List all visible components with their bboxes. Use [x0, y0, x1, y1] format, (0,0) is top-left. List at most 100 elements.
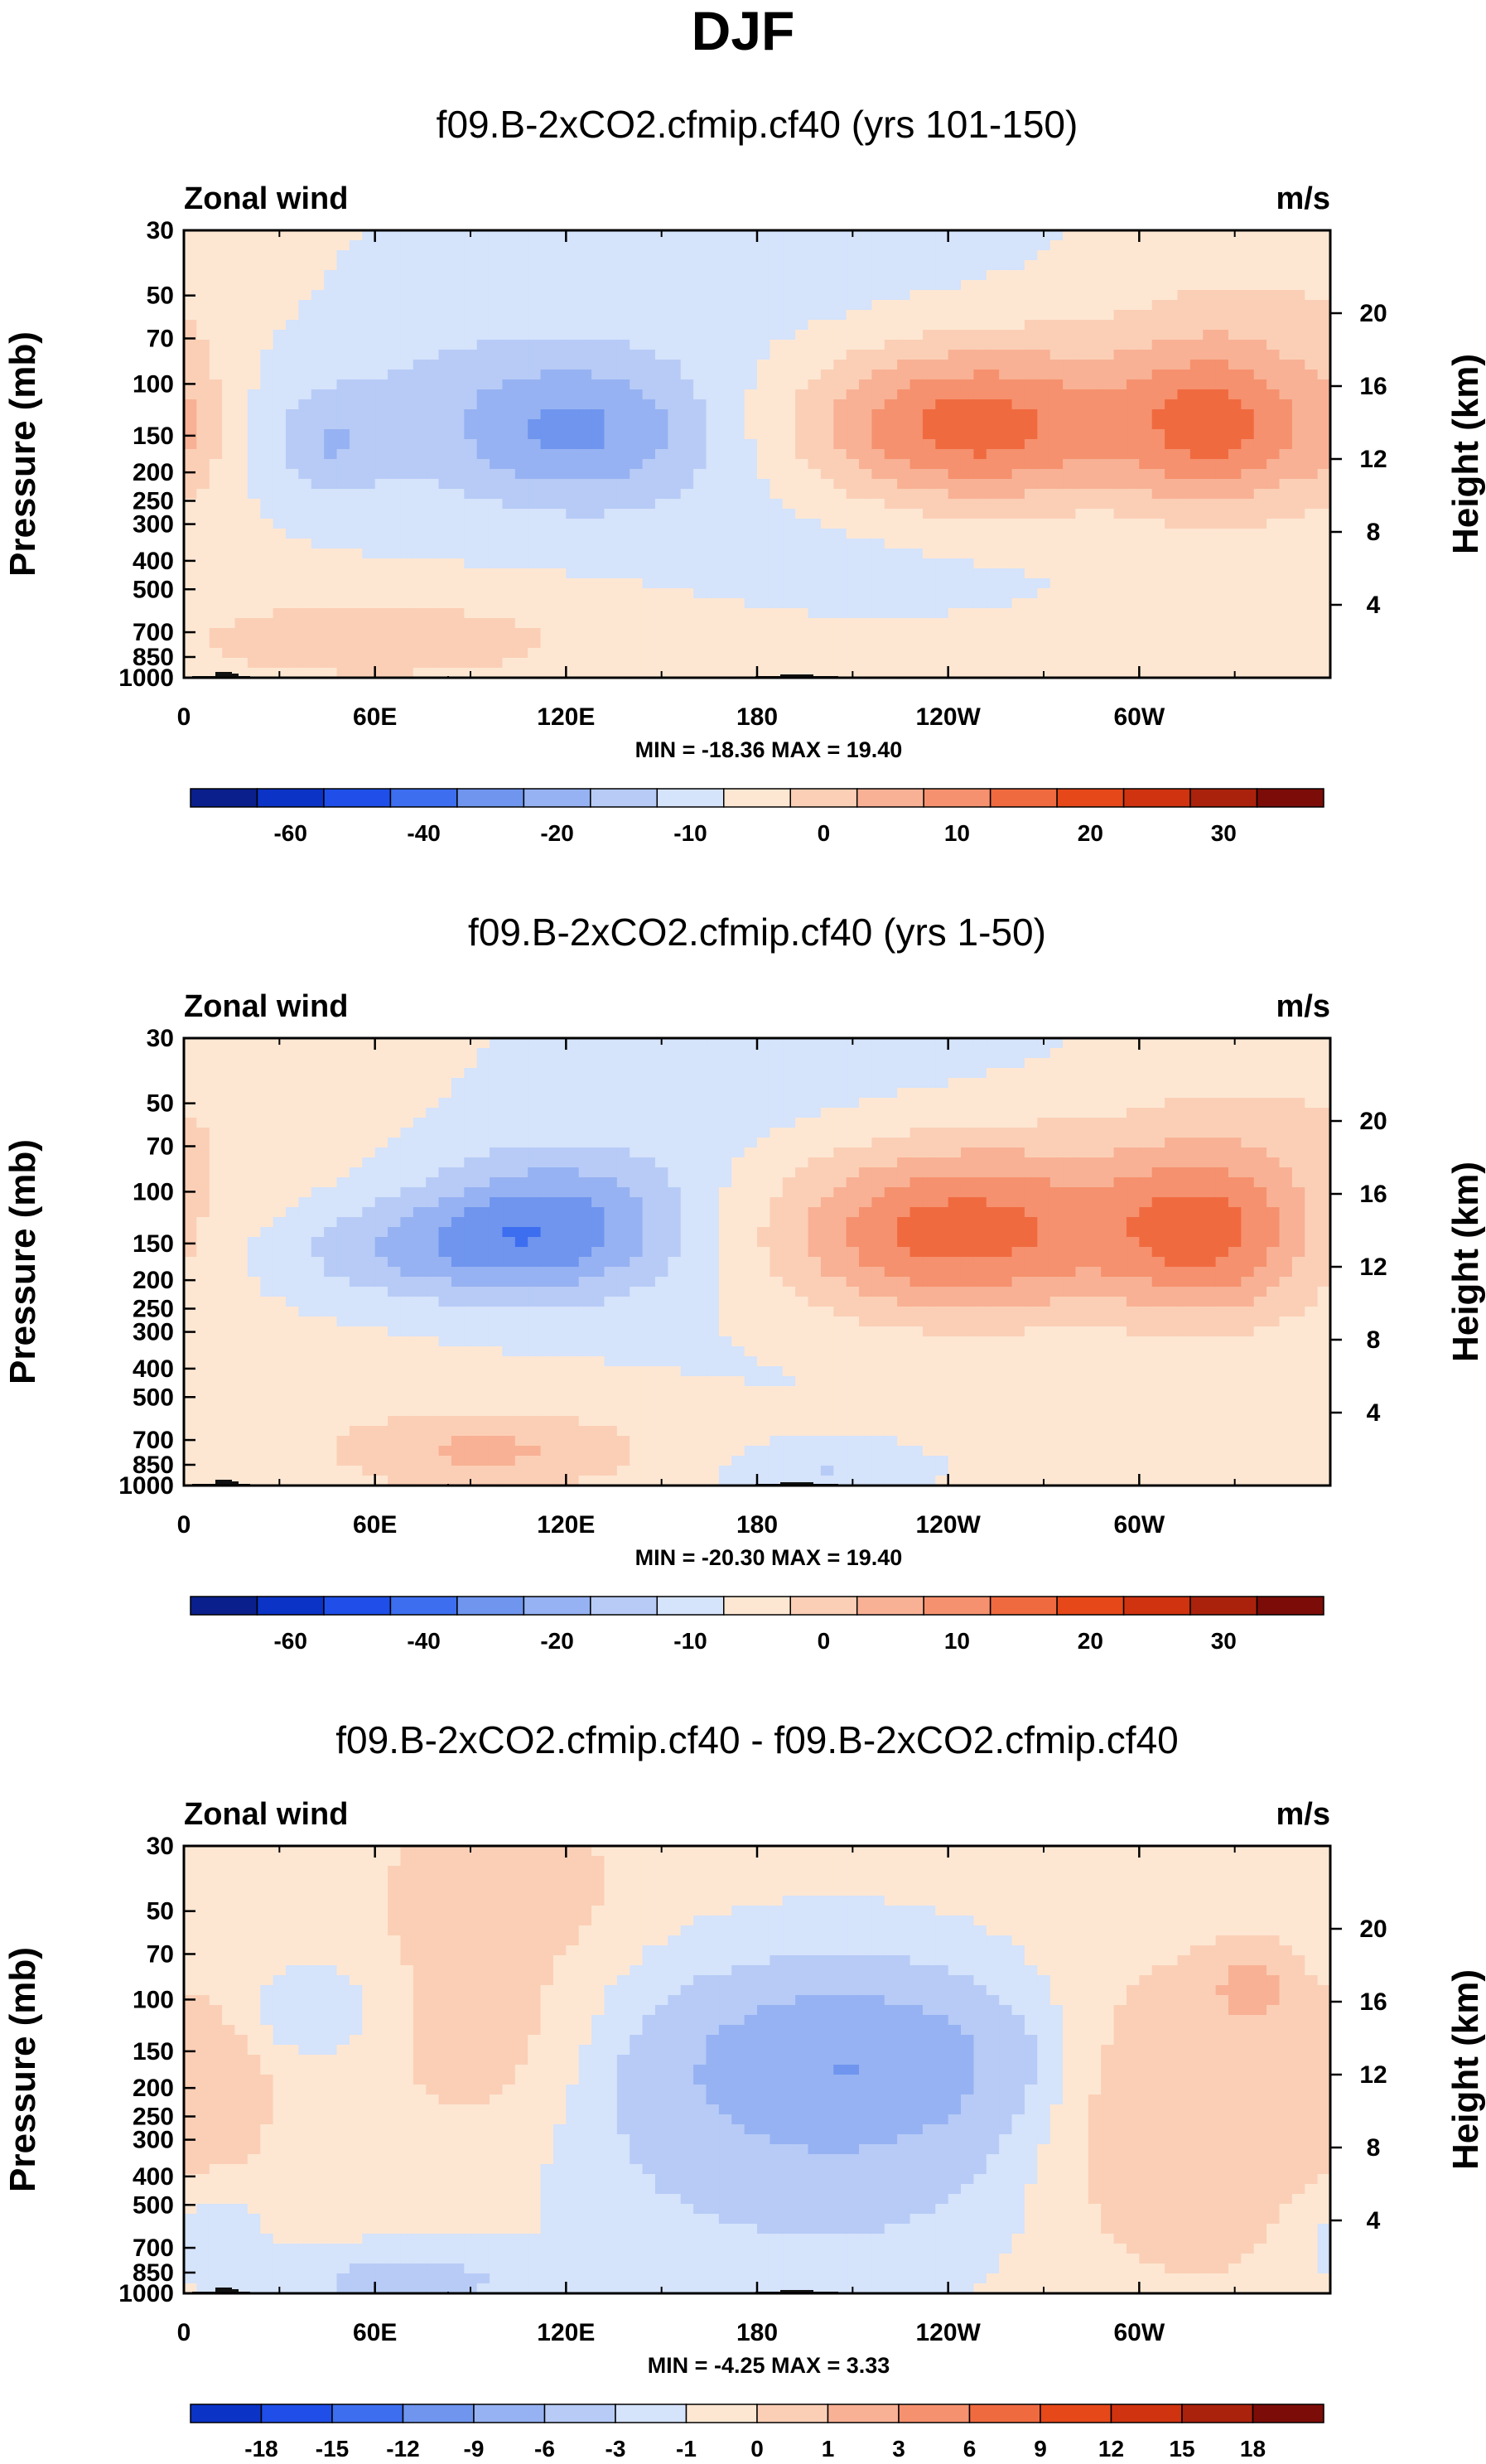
- field-cell: [1291, 340, 1305, 350]
- field-cell: [642, 479, 656, 490]
- field-cell: [1228, 499, 1242, 510]
- field-cell: [782, 399, 796, 410]
- field-cell: [273, 370, 287, 380]
- field-cell: [1011, 360, 1025, 370]
- field-cell: [706, 548, 720, 559]
- field-cell: [451, 608, 465, 619]
- field-cell: [1279, 399, 1293, 410]
- field-cell: [808, 360, 822, 370]
- field-cell: [1253, 598, 1267, 609]
- field-cell: [578, 260, 592, 271]
- field-cell: [1317, 459, 1330, 470]
- field-cell: [566, 240, 580, 251]
- field-cell: [846, 638, 860, 649]
- field-cell: [884, 399, 898, 410]
- field-cell: [744, 1088, 758, 1099]
- field-cell: [247, 588, 261, 599]
- field-cell: [744, 1108, 758, 1118]
- field-cell: [1113, 340, 1127, 350]
- field-cell: [1291, 618, 1305, 629]
- field-cell: [196, 598, 210, 609]
- field-cell: [961, 449, 975, 460]
- field-cell: [1049, 1038, 1064, 1049]
- field-cell: [311, 330, 325, 341]
- field-cell: [476, 489, 490, 500]
- field-cell: [1203, 330, 1217, 341]
- field-cell: [909, 330, 924, 341]
- field-cell: [552, 1038, 567, 1049]
- field-cell: [782, 439, 796, 450]
- colorbar-label: -20: [540, 820, 573, 846]
- field-cell: [1241, 280, 1255, 291]
- field-cell: [1113, 529, 1127, 539]
- field-cell: [298, 1108, 312, 1118]
- field-cell: [234, 340, 248, 350]
- field-cell: [1215, 509, 1229, 519]
- field-cell: [222, 439, 236, 450]
- field-cell: [1189, 240, 1204, 251]
- field-cell: [374, 230, 388, 241]
- field-cell: [1024, 439, 1038, 450]
- field-cell: [234, 330, 248, 341]
- field-cell: [1215, 300, 1229, 311]
- field-cell: [1253, 1068, 1267, 1079]
- field-cell: [1189, 429, 1204, 440]
- field-cell: [1088, 250, 1102, 261]
- field-cell: [222, 578, 236, 589]
- field-cell: [1037, 1098, 1051, 1109]
- field-cell: [935, 1068, 949, 1079]
- field-cell: [426, 300, 440, 311]
- field-cell: [311, 320, 325, 331]
- field-cell: [552, 360, 567, 370]
- field-cell: [1228, 280, 1242, 291]
- field-cell: [757, 1048, 770, 1059]
- field-cell: [490, 529, 504, 539]
- field-cell: [184, 360, 197, 370]
- field-cell: [1024, 449, 1038, 460]
- field-cell: [654, 618, 668, 629]
- field-cell: [578, 1068, 592, 1079]
- field-cell: [744, 350, 758, 360]
- field-cell: [413, 1048, 427, 1059]
- field-cell: [1075, 1068, 1089, 1079]
- field-cell: [820, 578, 834, 589]
- field-cell: [1291, 230, 1305, 241]
- field-cell: [693, 638, 707, 649]
- field-cell: [222, 399, 236, 410]
- field-cell: [1203, 1088, 1217, 1099]
- field-cell: [247, 1118, 261, 1128]
- field-cell: [1253, 1118, 1267, 1128]
- field-cell: [1317, 379, 1330, 390]
- field-cell: [1088, 370, 1102, 380]
- field-cell: [961, 1118, 975, 1128]
- field-cell: [247, 618, 261, 629]
- field-cell: [349, 668, 363, 678]
- field-cell: [1113, 598, 1127, 609]
- field-cell: [1088, 499, 1102, 510]
- field-cell: [961, 320, 975, 331]
- field-cell: [1317, 539, 1330, 549]
- field-cell: [1228, 1048, 1242, 1059]
- field-cell: [859, 1078, 872, 1089]
- field-cell: [540, 479, 554, 490]
- field-cell: [1189, 409, 1204, 420]
- field-cell: [884, 529, 898, 539]
- x-tick-label: 180: [736, 703, 778, 731]
- field-cell: [502, 260, 516, 271]
- field-cell: [362, 509, 376, 519]
- field-cell: [973, 638, 987, 649]
- contour-field: [184, 230, 1330, 678]
- field-cell: [362, 568, 376, 579]
- field-cell: [680, 439, 694, 450]
- field-cell: [209, 449, 223, 460]
- field-cell: [1139, 618, 1153, 629]
- field-cell: [1011, 409, 1025, 420]
- field-cell: [770, 310, 784, 321]
- field-cell: [973, 548, 987, 559]
- field-cell: [1088, 379, 1102, 390]
- field-cell: [464, 568, 478, 579]
- field-cell: [616, 469, 630, 480]
- field-cell: [1203, 548, 1217, 559]
- field-cell: [1101, 628, 1115, 639]
- field-cell: [464, 638, 478, 649]
